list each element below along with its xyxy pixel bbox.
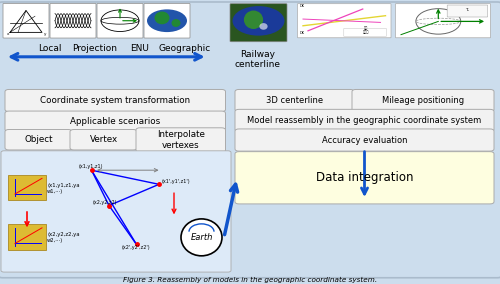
Circle shape <box>232 6 284 36</box>
FancyBboxPatch shape <box>298 4 391 38</box>
Circle shape <box>147 9 187 32</box>
FancyBboxPatch shape <box>344 28 387 36</box>
Text: (x2',y2',z2'): (x2',y2',z2') <box>121 245 150 250</box>
Text: (x2,y2,z2,ya: (x2,y2,z2,ya <box>47 232 80 237</box>
FancyBboxPatch shape <box>1 151 231 272</box>
FancyBboxPatch shape <box>235 129 494 151</box>
Text: w2,···): w2,···) <box>47 238 63 243</box>
Text: Coordinate system transformation: Coordinate system transformation <box>40 96 190 105</box>
Ellipse shape <box>181 219 222 256</box>
Text: Geographic: Geographic <box>158 44 210 53</box>
FancyBboxPatch shape <box>8 175 46 200</box>
Text: 3D centerline: 3D centerline <box>266 96 323 105</box>
FancyBboxPatch shape <box>97 3 143 38</box>
Text: Railway
centerline: Railway centerline <box>234 50 281 69</box>
Text: Object: Object <box>24 135 53 144</box>
FancyBboxPatch shape <box>3 3 49 38</box>
FancyBboxPatch shape <box>235 152 494 204</box>
Text: Model reassembly in the geographic coordinate system: Model reassembly in the geographic coord… <box>248 116 482 125</box>
Text: Earth: Earth <box>190 233 212 242</box>
Text: x: x <box>6 32 9 36</box>
Text: Data integration: Data integration <box>316 171 413 184</box>
FancyBboxPatch shape <box>396 4 490 38</box>
FancyBboxPatch shape <box>144 3 190 38</box>
FancyBboxPatch shape <box>5 89 226 112</box>
FancyBboxPatch shape <box>352 89 494 112</box>
Text: Applicable scenarios: Applicable scenarios <box>70 117 160 126</box>
Text: (x1,y1,z1): (x1,y1,z1) <box>78 164 103 170</box>
FancyBboxPatch shape <box>136 128 226 152</box>
Text: (x1,y1,z1,ya: (x1,y1,z1,ya <box>47 183 80 188</box>
FancyBboxPatch shape <box>8 224 46 250</box>
Text: ENU: ENU <box>130 44 149 53</box>
FancyBboxPatch shape <box>70 130 137 150</box>
Text: Mileage positioning: Mileage positioning <box>382 96 464 105</box>
Text: (x2,y2,z2): (x2,y2,z2) <box>93 200 117 205</box>
Ellipse shape <box>172 19 180 27</box>
Text: Interpolate
vertexes: Interpolate vertexes <box>157 130 204 150</box>
Text: y: y <box>44 32 46 36</box>
FancyBboxPatch shape <box>0 2 500 278</box>
Text: Vertex: Vertex <box>90 135 118 144</box>
FancyBboxPatch shape <box>447 5 488 17</box>
Text: DK: DK <box>300 31 304 35</box>
Text: w1,···): w1,···) <box>47 189 63 194</box>
FancyBboxPatch shape <box>235 89 354 112</box>
Text: Local: Local <box>38 44 61 53</box>
Ellipse shape <box>154 11 170 24</box>
Ellipse shape <box>244 11 263 29</box>
FancyBboxPatch shape <box>235 109 494 131</box>
Text: T₀: T₀ <box>466 8 469 12</box>
Text: Figure 3. Reassembly of models in the geographic coordinate system.: Figure 3. Reassembly of models in the ge… <box>123 277 377 283</box>
Ellipse shape <box>260 23 268 30</box>
FancyBboxPatch shape <box>5 130 72 150</box>
Text: Accuracy evaluation: Accuracy evaluation <box>322 135 407 145</box>
Text: DK: DK <box>300 4 304 8</box>
Text: 曲前
与更新: 曲前 与更新 <box>362 26 368 34</box>
FancyBboxPatch shape <box>50 3 96 38</box>
Text: (x1',y1',z1'): (x1',y1',z1') <box>162 179 190 184</box>
Text: Projection: Projection <box>72 44 117 53</box>
FancyBboxPatch shape <box>5 111 226 131</box>
FancyBboxPatch shape <box>230 4 287 42</box>
